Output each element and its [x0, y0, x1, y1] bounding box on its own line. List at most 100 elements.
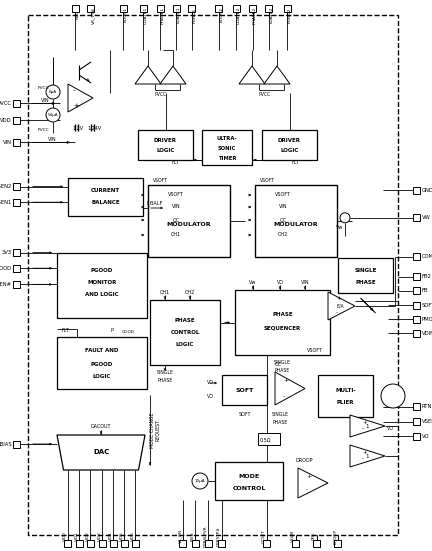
Bar — [140, 4, 147, 12]
Bar — [57, 253, 147, 318]
Text: DPRSTP#: DPRSTP# — [217, 526, 221, 546]
Text: VSOFT: VSOFT — [260, 177, 275, 182]
Text: VO: VO — [276, 279, 283, 284]
Text: ISEN1: ISEN1 — [0, 199, 12, 205]
Bar — [265, 4, 272, 12]
Bar — [13, 440, 19, 447]
Text: CONTROL: CONTROL — [170, 329, 200, 334]
Bar — [98, 539, 105, 547]
Bar — [233, 4, 240, 12]
Text: LOGIC: LOGIC — [280, 148, 299, 153]
Text: VID0: VID0 — [64, 531, 67, 541]
Text: OC: OC — [172, 218, 180, 223]
Text: CURRENT: CURRENT — [91, 187, 120, 192]
Bar — [13, 183, 19, 190]
Bar — [413, 187, 419, 194]
Polygon shape — [350, 415, 385, 437]
Polygon shape — [160, 66, 186, 84]
Bar — [413, 214, 419, 222]
Bar — [413, 418, 419, 425]
Text: DRIVER: DRIVER — [154, 138, 177, 143]
Text: PHASE: PHASE — [175, 317, 195, 322]
Text: P: P — [111, 328, 114, 333]
Text: VIN: VIN — [301, 279, 309, 284]
Text: VR_TT#: VR_TT# — [92, 7, 95, 24]
Bar — [110, 539, 117, 547]
Bar — [413, 316, 419, 323]
Polygon shape — [239, 66, 265, 84]
Text: VID3: VID3 — [98, 531, 102, 541]
Text: PGND2: PGND2 — [288, 7, 292, 23]
Bar — [215, 462, 283, 500]
Bar — [249, 4, 256, 12]
Polygon shape — [328, 292, 355, 320]
Text: VIN: VIN — [41, 98, 49, 103]
Polygon shape — [57, 435, 145, 470]
Text: MODE CHANGE
REQUEST: MODE CHANGE REQUEST — [149, 412, 160, 448]
Text: PHASE1: PHASE1 — [161, 7, 165, 24]
Text: FLT: FLT — [171, 160, 179, 165]
Text: VO: VO — [207, 381, 214, 386]
Text: CONTROL: CONTROL — [232, 485, 266, 490]
Text: SINGLE: SINGLE — [354, 267, 377, 273]
Text: LGATE1: LGATE1 — [177, 7, 181, 23]
Text: SONIC: SONIC — [218, 147, 236, 152]
Bar — [150, 300, 220, 365]
Text: PHASE: PHASE — [275, 369, 290, 374]
Text: VIN: VIN — [48, 137, 56, 142]
Bar — [28, 15, 398, 535]
Text: VID6: VID6 — [131, 531, 135, 541]
Text: OC: OC — [275, 363, 282, 368]
Text: UGATE1: UGATE1 — [144, 7, 148, 24]
Bar — [255, 185, 337, 257]
Text: PGND1: PGND1 — [192, 7, 197, 23]
Bar — [87, 4, 95, 12]
Text: CLK_EN#: CLK_EN# — [0, 282, 12, 287]
Text: VIN: VIN — [279, 204, 287, 209]
Text: MONITOR: MONITOR — [87, 280, 117, 285]
Text: GND: GND — [422, 188, 432, 193]
Bar — [413, 329, 419, 337]
Circle shape — [192, 473, 208, 489]
Text: VID1: VID1 — [75, 531, 79, 541]
Text: SOFT: SOFT — [235, 387, 254, 392]
Text: +: + — [362, 420, 367, 425]
Bar — [72, 4, 79, 12]
Text: -: - — [306, 488, 308, 493]
Bar — [13, 100, 19, 107]
Text: SINGLE: SINGLE — [274, 360, 291, 365]
Text: COMP: COMP — [422, 255, 432, 260]
Text: CH2: CH2 — [185, 289, 195, 294]
Text: -: - — [283, 395, 285, 399]
Bar — [313, 539, 320, 547]
Text: UGATE2: UGATE2 — [237, 7, 241, 24]
Text: PHASE2: PHASE2 — [253, 7, 257, 24]
Text: LGATE2: LGATE2 — [270, 7, 273, 23]
Bar — [13, 281, 19, 288]
Bar — [76, 539, 83, 547]
Text: VID2: VID2 — [86, 531, 90, 541]
Bar — [413, 253, 419, 260]
Text: DACOUT: DACOUT — [91, 424, 111, 429]
Text: SINGLE: SINGLE — [156, 370, 174, 375]
Text: FLT: FLT — [62, 328, 70, 333]
Bar — [218, 539, 225, 547]
Text: -: - — [362, 456, 364, 462]
Text: OCSET: OCSET — [262, 529, 266, 543]
Text: I_BALF: I_BALF — [147, 200, 163, 206]
Bar — [192, 539, 199, 547]
Bar — [413, 403, 419, 410]
Text: BALANCE: BALANCE — [91, 199, 120, 204]
Text: VO: VO — [422, 434, 429, 439]
Text: PMON: PMON — [422, 317, 432, 322]
Text: PVCC: PVCC — [37, 128, 49, 132]
Bar — [68, 178, 143, 216]
Circle shape — [46, 108, 60, 122]
Text: FB: FB — [422, 288, 429, 293]
Text: CH1: CH1 — [171, 233, 181, 237]
Text: -: - — [362, 426, 364, 431]
Text: 0.5Ω: 0.5Ω — [259, 437, 271, 442]
Bar — [172, 4, 180, 12]
Text: DROOP: DROOP — [296, 458, 314, 463]
Text: +: + — [283, 377, 288, 382]
